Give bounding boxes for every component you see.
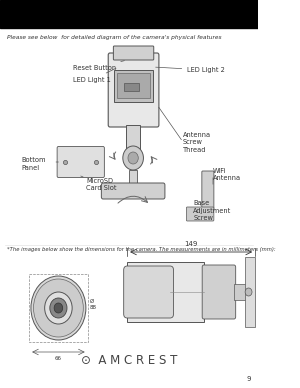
Circle shape — [34, 279, 83, 337]
Bar — [29, 274, 88, 342]
Text: ⊙  A M C R E S T: ⊙ A M C R E S T — [81, 353, 177, 367]
Text: Bottom
Panel: Bottom Panel — [22, 157, 46, 170]
Text: 66: 66 — [55, 356, 62, 361]
Text: MicroSD
Card Slot: MicroSD Card Slot — [81, 176, 116, 191]
Circle shape — [54, 303, 63, 313]
FancyBboxPatch shape — [202, 171, 214, 211]
FancyBboxPatch shape — [108, 53, 159, 127]
Circle shape — [128, 152, 138, 164]
Bar — [124, 83, 139, 91]
FancyBboxPatch shape — [113, 46, 154, 60]
Circle shape — [123, 146, 143, 170]
Circle shape — [45, 292, 72, 324]
Text: Please see below  for detailed diagram of the camera's physical features: Please see below for detailed diagram of… — [7, 35, 221, 40]
Text: Base
Adjustment
Screw: Base Adjustment Screw — [193, 200, 232, 221]
Bar — [126, 125, 140, 150]
Bar — [245, 257, 255, 327]
Bar — [129, 170, 137, 185]
Text: Ø: Ø — [89, 299, 94, 304]
Text: LED Light 2: LED Light 2 — [156, 67, 225, 73]
Text: *The images below show the dimensions for the camera. The measurements are in mi: *The images below show the dimensions fo… — [7, 247, 275, 252]
Bar — [0, 0, 258, 28]
Circle shape — [50, 298, 67, 318]
Bar — [204, 210, 211, 218]
Circle shape — [245, 288, 252, 296]
FancyBboxPatch shape — [186, 207, 214, 221]
Text: LED Light 1: LED Light 1 — [73, 68, 116, 83]
Text: Reset Button: Reset Button — [73, 61, 124, 71]
FancyBboxPatch shape — [101, 183, 165, 199]
FancyBboxPatch shape — [57, 147, 104, 177]
Text: 149: 149 — [184, 241, 198, 247]
Text: 88: 88 — [89, 305, 96, 310]
FancyBboxPatch shape — [202, 265, 236, 319]
Text: WiFi
Antenna: WiFi Antenna — [213, 168, 241, 182]
Bar — [114, 70, 153, 102]
Circle shape — [31, 276, 86, 340]
Bar — [117, 73, 150, 98]
FancyBboxPatch shape — [124, 266, 173, 318]
Text: 9: 9 — [246, 376, 251, 382]
Bar — [127, 262, 204, 322]
Bar — [234, 284, 247, 300]
Text: Antenna
Screw
Thread: Antenna Screw Thread — [183, 132, 211, 153]
